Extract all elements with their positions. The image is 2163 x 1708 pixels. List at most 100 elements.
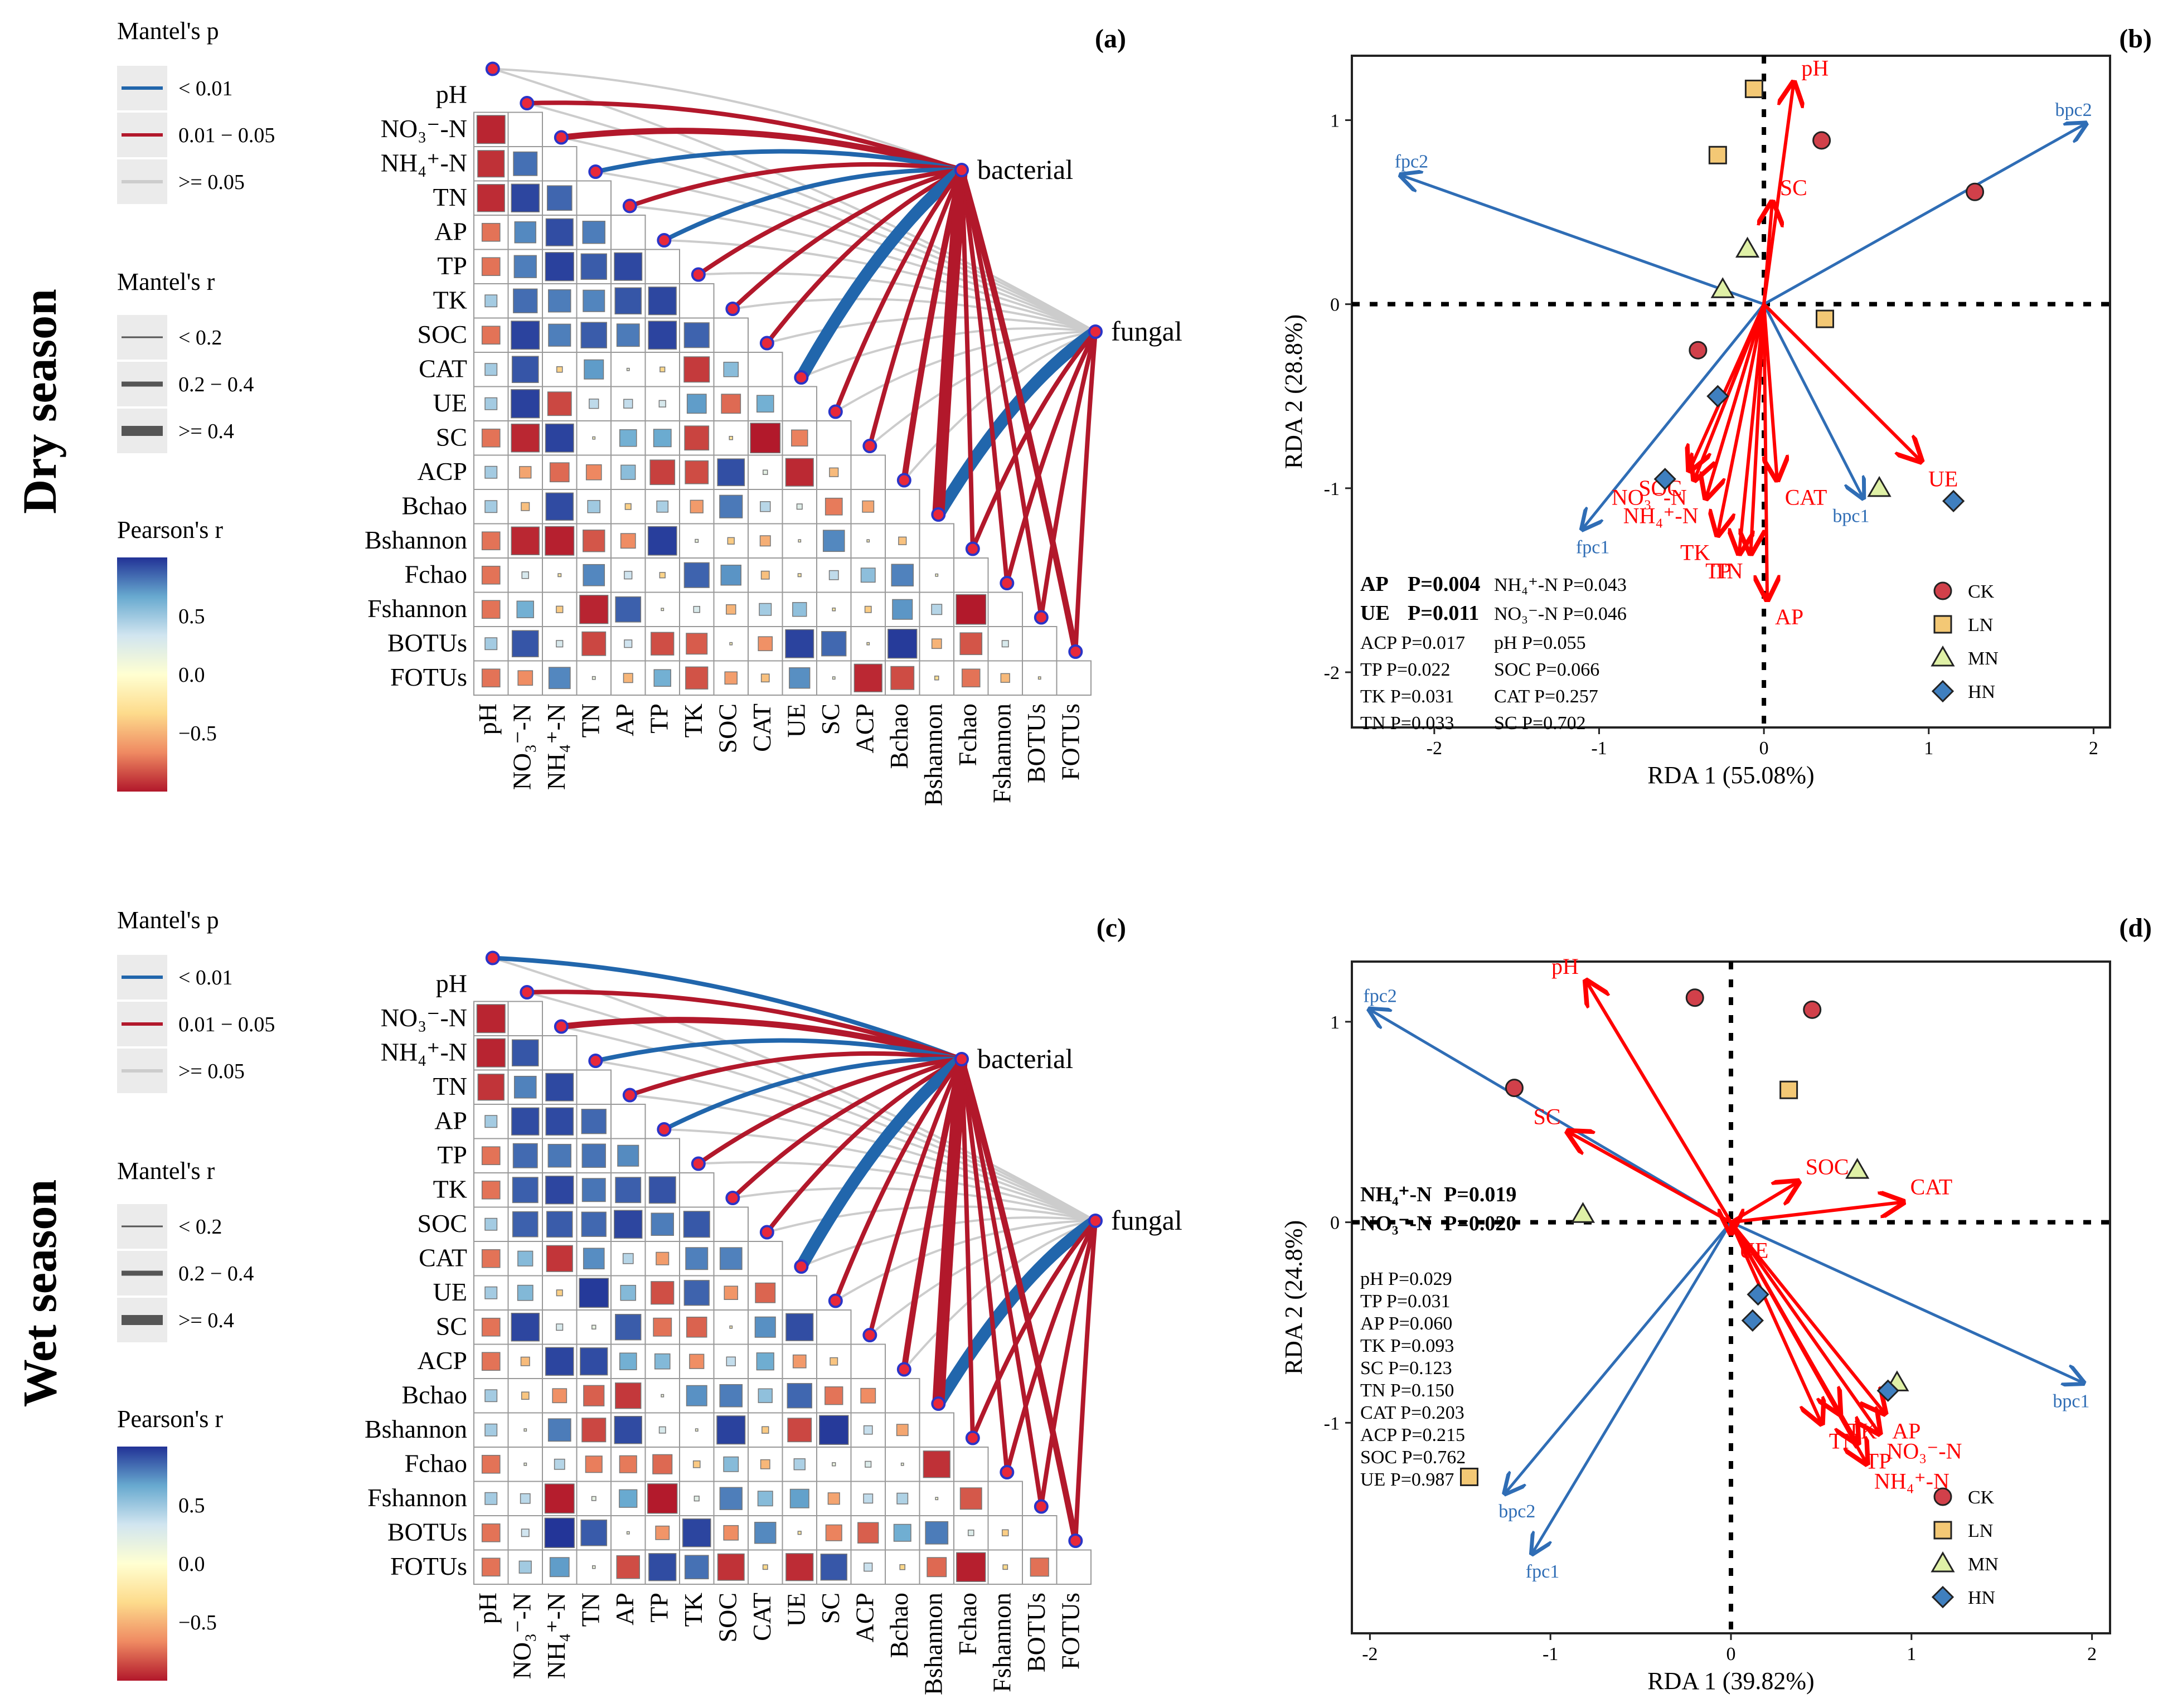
heatmap-cell: [581, 1143, 606, 1168]
x-tick-label: -2: [1362, 1644, 1378, 1665]
panel-label-c: (c): [1097, 913, 1126, 943]
sample-point-ck: [1685, 988, 1704, 1007]
variable-node: [794, 1259, 809, 1274]
sample-point-mn: [1867, 475, 1892, 497]
legend-pearson-title: Pearson's r: [117, 1405, 223, 1433]
heatmap-cell: [931, 638, 942, 649]
mantel-link: [958, 1058, 1079, 1542]
group-node: [954, 163, 969, 177]
heatmap-cell: [512, 1211, 539, 1238]
heatmap-cell: [648, 287, 677, 316]
heatmap-cell: [614, 1210, 643, 1239]
heatmap-cell: [789, 1488, 809, 1508]
legend-mantel-r-label: >= 0.4: [178, 420, 234, 443]
bio-arrow: [1762, 303, 1863, 498]
heatmap-cell: [481, 1352, 501, 1371]
heatmap-cell: [521, 1529, 530, 1537]
heatmap-cell: [759, 603, 772, 616]
heatmap-cell: [827, 1492, 840, 1505]
heatmap-cell: [481, 428, 501, 448]
legend-pearson-tick: 0.5: [178, 605, 205, 628]
heatmap-cell: [863, 1493, 874, 1504]
stat-col2: SOC P=0.066: [1494, 659, 1599, 680]
heatmap-cell: [619, 1352, 637, 1371]
heatmap-cell: [789, 667, 811, 689]
heatmap-cell: [547, 1418, 571, 1442]
mantel-link: [595, 1060, 1096, 1222]
heatmap-cell: [580, 1519, 608, 1546]
heatmap-cell: [579, 595, 609, 624]
stat-col2-top: NO₃⁻-N P=0.046: [1494, 604, 1627, 624]
mantel-link: [933, 1215, 1099, 1407]
bio-arrow-label: fpc2: [1363, 986, 1396, 1006]
mantel-link: [697, 1057, 962, 1166]
heatmap-cell: [548, 289, 571, 313]
env-arrow: [1763, 303, 1920, 461]
heatmap-cell: [717, 1553, 745, 1581]
mantel-link: [561, 1025, 1096, 1222]
heatmap-cell: [622, 1253, 634, 1264]
heatmap-cell: [516, 600, 534, 618]
heatmap-cell: [693, 1496, 700, 1502]
legend-mantel-p-label: >= 0.05: [178, 1060, 245, 1083]
heatmap-cell: [547, 391, 572, 416]
variable-node: [759, 336, 774, 351]
heatmap-cell: [923, 1450, 950, 1478]
heatmap-cell: [591, 1324, 596, 1329]
heatmap-cell: [619, 1455, 637, 1473]
legend-marker-ck: [1933, 581, 1952, 600]
heatmap-cell: [863, 1425, 873, 1435]
y-tick-label: -1: [1324, 1413, 1340, 1434]
row-label: Fshannon: [367, 594, 467, 623]
env-arrow-label: AP: [1775, 604, 1803, 629]
heatmap-cell: [544, 1483, 575, 1514]
sample-point-hn: [1706, 385, 1729, 407]
stat-bold-name: UE: [1360, 601, 1390, 625]
heatmap-cell: [659, 366, 666, 372]
heatmap-cell: [683, 562, 710, 588]
heatmap-cell: [716, 1415, 746, 1445]
heatmap-cell: [626, 1531, 630, 1535]
heatmap-cell: [481, 326, 501, 345]
variable-node: [622, 198, 637, 213]
heatmap-cell: [585, 1455, 603, 1473]
heatmap-cell: [556, 1289, 563, 1297]
bio-arrow: [1401, 176, 1764, 306]
heatmap-cell: [545, 218, 574, 246]
mantel-link: [796, 165, 966, 381]
sample-point-ck: [1689, 341, 1708, 360]
heatmap-cell: [961, 668, 981, 688]
heatmap-cell: [686, 394, 707, 414]
heatmap-cell: [481, 1180, 501, 1200]
heatmap-cell: [898, 536, 907, 545]
y-tick-label: -2: [1324, 663, 1340, 683]
legend-mantel-r-label: >= 0.4: [178, 1309, 234, 1332]
legend-colorbar: [117, 1447, 167, 1681]
heatmap-cell: [513, 151, 538, 176]
heatmap-cell: [723, 1456, 739, 1472]
heatmap-cell: [477, 150, 505, 178]
row-label: CAT: [419, 354, 467, 382]
heatmap-cell: [659, 572, 666, 579]
heatmap-cell: [651, 1281, 675, 1305]
column-label: TP: [644, 703, 673, 734]
heatmap-cell: [896, 1492, 909, 1505]
env-arrow-label: NH₄⁺-N: [1874, 1468, 1949, 1493]
row-label: SC: [436, 423, 467, 451]
legend-mantel-p-label: < 0.01: [178, 966, 232, 989]
variable-node: [725, 1191, 740, 1206]
heatmap-cell: [891, 564, 914, 587]
heatmap-diag-cell: [816, 420, 852, 456]
legend-label: MN: [1968, 1554, 1999, 1575]
heatmap-diag-cell: [507, 1001, 543, 1036]
heatmap-cell: [723, 1525, 739, 1541]
mantel-link: [561, 136, 1096, 333]
x-tick-label: -2: [1427, 738, 1442, 759]
env-arrow: [1729, 1221, 1879, 1433]
stat-col1: SC P=0.123: [1360, 1358, 1452, 1379]
heatmap-cell: [825, 1524, 842, 1541]
sample-point-ln: [1459, 1467, 1478, 1486]
heatmap-cell: [624, 571, 633, 580]
heatmap-cell: [896, 1424, 909, 1437]
column-label: Bshannon: [919, 703, 947, 806]
